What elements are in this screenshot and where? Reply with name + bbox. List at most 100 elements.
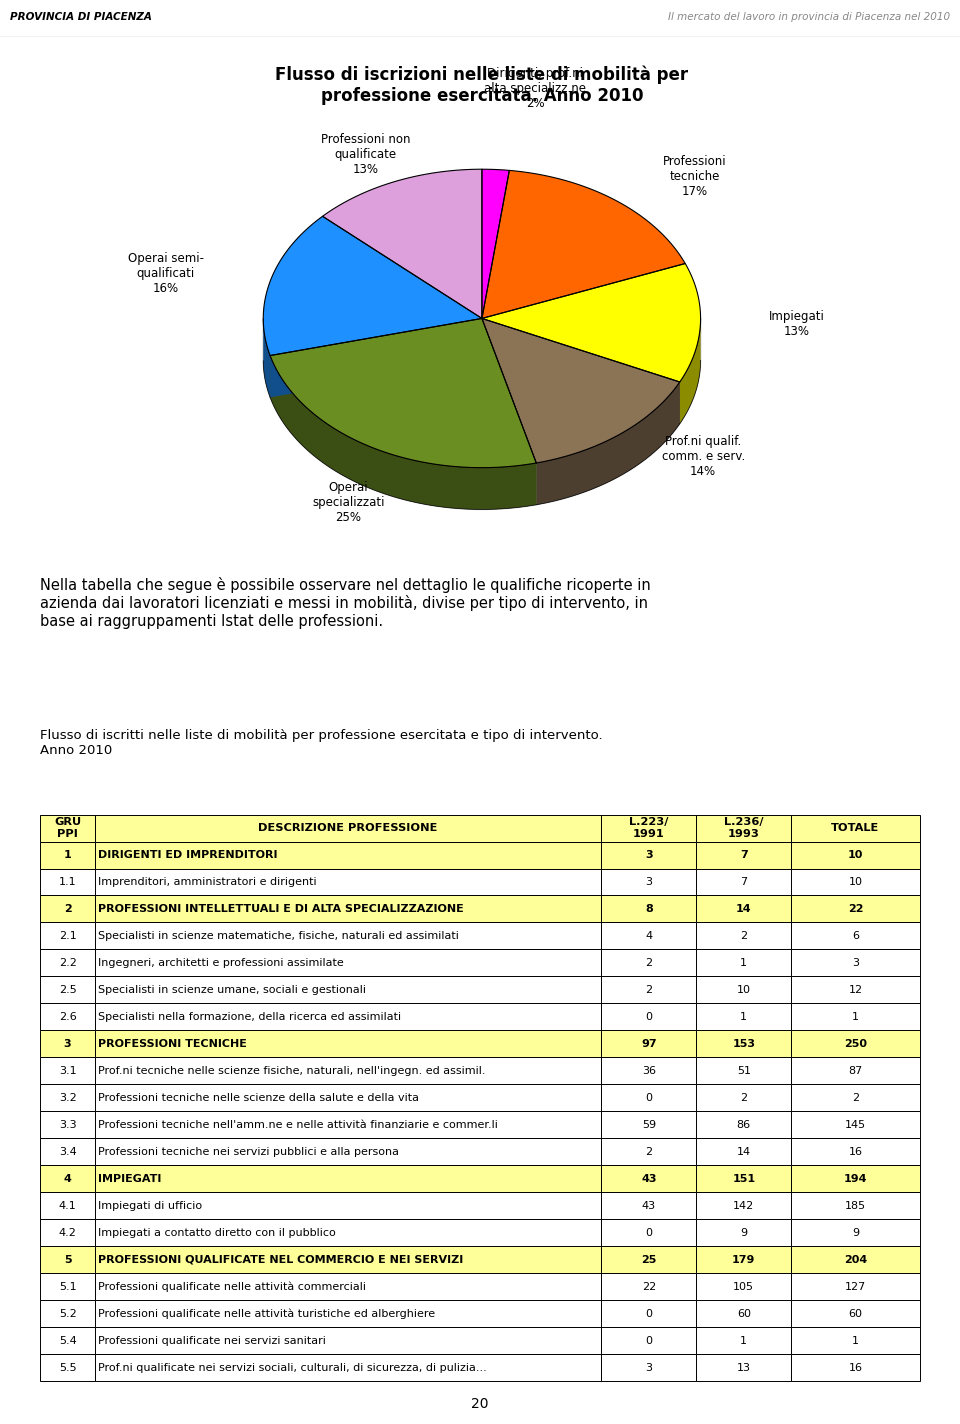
Text: 36: 36 [642,1067,656,1077]
Bar [95,1300,601,1327]
Text: PROFESSIONI TECNICHE: PROFESSIONI TECNICHE [98,1040,248,1049]
Bar [696,950,791,977]
Text: 250: 250 [844,1040,867,1049]
Text: 13: 13 [737,1363,751,1373]
Bar [696,1111,791,1138]
Text: 22: 22 [848,904,863,914]
Text: 2: 2 [740,931,748,941]
Text: Professioni tecniche nell'amm.ne e nelle attività finanziarie e commer.li: Professioni tecniche nell'amm.ne e nelle… [98,1119,498,1129]
Text: 1: 1 [740,1012,747,1022]
Bar [95,1111,601,1138]
Text: Prof.ni qualificate nei servizi sociali, culturali, di sicurezza, di pulizia...: Prof.ni qualificate nei servizi sociali,… [98,1363,487,1373]
Bar [791,1219,920,1246]
Bar [696,1058,791,1085]
Bar [601,815,696,842]
Text: 7: 7 [740,877,748,887]
Bar [40,1219,95,1246]
Bar [95,1327,601,1354]
Bar [791,1300,920,1327]
Text: 2.2: 2.2 [59,958,77,968]
Text: 10: 10 [848,850,863,860]
Text: Professioni tecniche nei servizi pubblici e alla persona: Professioni tecniche nei servizi pubblic… [98,1146,399,1156]
Bar [40,1004,95,1031]
Bar [95,1031,601,1058]
Text: Flusso di iscrizioni nelle liste di mobilità per
professione esercitata. Anno 20: Flusso di iscrizioni nelle liste di mobi… [276,66,688,104]
Text: 2: 2 [645,985,653,995]
Bar [696,1085,791,1111]
Bar [40,923,95,950]
Bar [696,896,791,923]
Text: 7: 7 [740,850,748,860]
Bar [40,1085,95,1111]
Text: 9: 9 [852,1227,859,1237]
Bar [40,1354,95,1381]
Text: 14: 14 [736,1146,751,1156]
Bar [95,1246,601,1273]
Text: 0: 0 [645,1012,653,1022]
Text: Professioni qualificate nei servizi sanitari: Professioni qualificate nei servizi sani… [98,1336,326,1346]
Text: 6: 6 [852,931,859,941]
Bar [791,1246,920,1273]
Bar [40,1058,95,1085]
Bar [40,869,95,896]
Text: 3.3: 3.3 [59,1119,77,1129]
Bar [601,1004,696,1031]
Text: 51: 51 [737,1067,751,1077]
Text: 2.5: 2.5 [59,985,77,995]
Text: 10: 10 [849,877,862,887]
Text: 4: 4 [63,1173,71,1183]
Text: Professioni qualificate nelle attività commerciali: Professioni qualificate nelle attività c… [98,1282,367,1292]
Text: 3.2: 3.2 [59,1092,77,1104]
Bar [791,950,920,977]
Text: L.236/
1993: L.236/ 1993 [724,817,763,839]
Text: 3: 3 [645,1363,653,1373]
Text: 59: 59 [642,1119,656,1129]
Text: Specialisti in scienze matematiche, fisiche, naturali ed assimilati: Specialisti in scienze matematiche, fisi… [98,931,459,941]
Bar [601,1192,696,1219]
Text: Operai
specializzati
25%: Operai specializzati 25% [312,481,385,524]
Bar [601,1085,696,1111]
Bar [40,815,95,842]
Bar [40,1031,95,1058]
Bar [696,1300,791,1327]
Text: Ingegneri, architetti e professioni assimilate: Ingegneri, architetti e professioni assi… [98,958,344,968]
Text: 145: 145 [845,1119,866,1129]
Text: 16: 16 [849,1146,862,1156]
Bar [791,1327,920,1354]
Polygon shape [482,169,510,319]
Bar [95,1165,601,1192]
Bar [95,815,601,842]
Polygon shape [270,319,482,397]
Bar [791,1031,920,1058]
Bar [696,1354,791,1381]
Text: Imprenditori, amministratori e dirigenti: Imprenditori, amministratori e dirigenti [98,877,317,887]
Text: 0: 0 [645,1336,653,1346]
Polygon shape [482,263,701,382]
Bar [601,977,696,1004]
Polygon shape [270,319,537,467]
Text: 16: 16 [849,1363,862,1373]
Text: 43: 43 [642,1200,656,1210]
Text: 4: 4 [645,931,653,941]
Text: GRU
PPI: GRU PPI [54,817,82,839]
Polygon shape [270,356,537,510]
Bar [95,1004,601,1031]
Bar [791,923,920,950]
Text: 14: 14 [736,904,752,914]
Bar [696,923,791,950]
Bar [601,1246,696,1273]
Text: 4.1: 4.1 [59,1200,77,1210]
Bar [601,1111,696,1138]
Bar [696,977,791,1004]
Bar [791,1138,920,1165]
Bar [40,1165,95,1192]
Text: TOTALE: TOTALE [831,823,879,833]
Text: 185: 185 [845,1200,866,1210]
Bar [601,950,696,977]
Bar [95,950,601,977]
Text: Nella tabella che segue è possibile osservare nel dettaglio le qualifiche ricope: Nella tabella che segue è possibile osse… [40,577,651,629]
Polygon shape [482,171,685,319]
Bar [696,1273,791,1300]
Text: 5.4: 5.4 [59,1336,77,1346]
Bar [791,842,920,869]
